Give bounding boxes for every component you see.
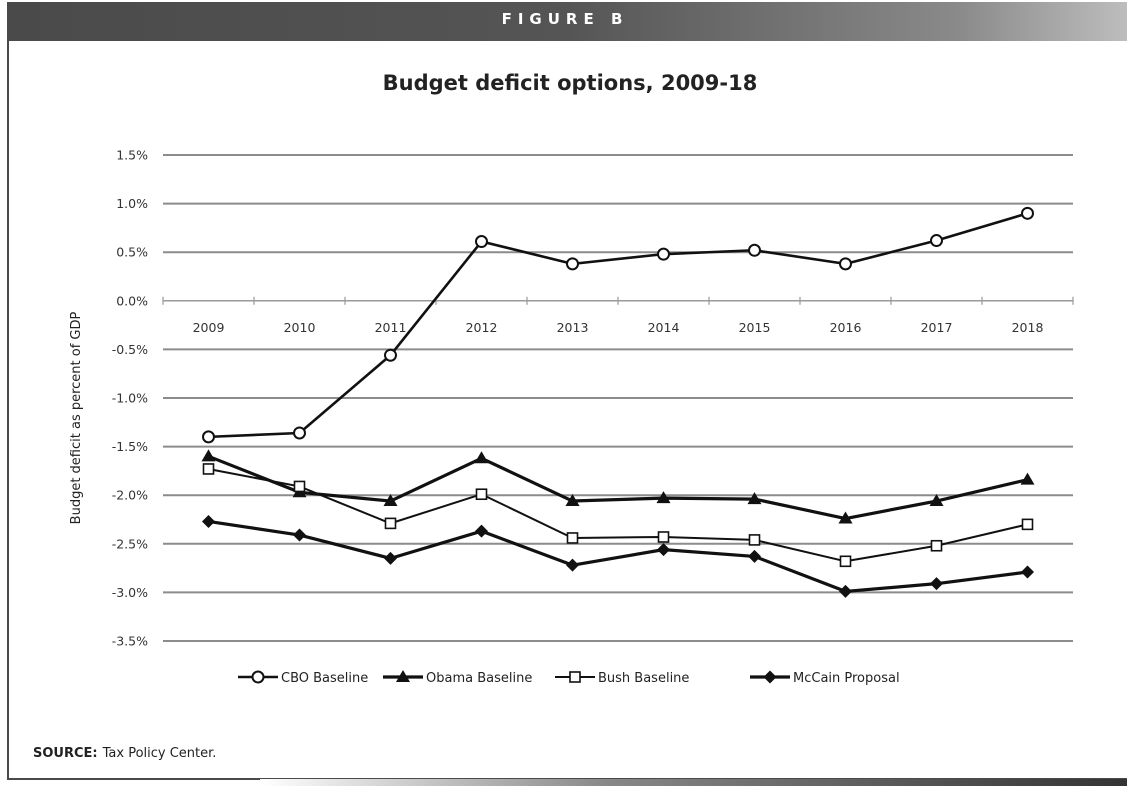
x-tick-label: 2014: [648, 320, 680, 335]
data-point: [930, 577, 943, 591]
data-point: [839, 555, 852, 568]
x-tick-label: 2009: [193, 320, 225, 335]
data-point: [748, 549, 761, 563]
legend-entry: Obama Baseline: [383, 670, 532, 686]
data-point: [293, 426, 306, 440]
data-point: [839, 257, 852, 271]
data-point: [656, 491, 671, 504]
x-tick-label: 2015: [739, 320, 771, 335]
x-axis: [162, 296, 1074, 305]
y-tick-label: 0.5%: [116, 245, 148, 260]
data-point: [293, 480, 306, 493]
data-point: [657, 247, 670, 261]
data-point: [748, 243, 761, 257]
data-point: [930, 539, 943, 552]
data-point: [475, 524, 488, 538]
x-tick-label: 2010: [284, 320, 316, 335]
data-point: [475, 488, 488, 501]
data-point: [293, 528, 306, 542]
legend-entry: McCain Proposal: [750, 670, 900, 686]
data-point: [747, 492, 762, 505]
series-line: [208, 467, 1028, 563]
y-tick-label: 0.0%: [116, 293, 148, 308]
legend-label: Bush Baseline: [598, 671, 689, 686]
y-tick-label: 1.0%: [116, 196, 148, 211]
data-point: [657, 531, 670, 543]
x-tick-label: 2016: [830, 320, 862, 335]
legend-label: McCain Proposal: [793, 671, 900, 686]
series-cbo-baseline: [202, 206, 1034, 444]
data-point: [838, 511, 853, 524]
legend-entry: Bush Baseline: [555, 671, 689, 686]
x-tick-label: 2012: [466, 320, 498, 335]
y-axis-title: Budget deficit as percent of GDP: [69, 311, 84, 524]
figure-label: FIGURE B: [501, 10, 629, 28]
data-point: [474, 451, 489, 464]
bottom-strip: [260, 779, 1127, 786]
data-point: [565, 494, 580, 507]
data-point: [384, 517, 397, 530]
series: [201, 206, 1035, 598]
data-point: [251, 670, 265, 684]
data-point: [566, 257, 579, 271]
x-tick-label: 2011: [375, 320, 407, 335]
data-point: [201, 449, 216, 462]
x-tick-label: 2017: [921, 320, 953, 335]
x-tick-label: 2013: [557, 320, 589, 335]
y-tick-label: -2.0%: [112, 488, 148, 503]
legend-entry: CBO Baseline: [238, 670, 368, 686]
data-point: [383, 494, 398, 507]
source-text: Tax Policy Center.: [102, 746, 217, 761]
data-point: [1021, 206, 1034, 220]
chart-title: Budget deficit options, 2009-18: [382, 71, 758, 95]
series-line: [207, 454, 1028, 521]
series-obama-baseline: [201, 449, 1035, 524]
data-point: [384, 348, 397, 362]
x-tick-label: 2018: [1012, 320, 1044, 335]
series-line: [208, 212, 1028, 439]
source-label: SOURCE:: [33, 746, 98, 761]
data-point: [396, 670, 410, 682]
data-point: [929, 494, 944, 507]
y-tick-label: -0.5%: [112, 342, 148, 357]
data-point: [475, 235, 488, 249]
data-point: [569, 671, 581, 683]
x-tick-labels: 2009 2010 2011 2012 2013 2014 2015 2016 2017 2018: [193, 320, 1044, 335]
legend-label: Obama Baseline: [426, 671, 532, 686]
data-point: [202, 514, 215, 528]
legend: CBO Baseline Obama Baseline Bush Baseline M…: [238, 670, 900, 686]
data-point: [763, 670, 777, 684]
data-point: [202, 463, 215, 475]
figure-header-bar: [9, 2, 1127, 41]
data-point: [566, 532, 579, 544]
data-point: [930, 234, 943, 248]
data-point: [202, 430, 215, 444]
data-point: [1020, 472, 1035, 485]
y-tick-label: -1.5%: [112, 439, 148, 454]
data-point: [1021, 565, 1034, 579]
data-point: [566, 558, 579, 572]
legend-label: CBO Baseline: [281, 671, 368, 686]
data-point: [748, 534, 761, 546]
y-tick-label: -2.5%: [112, 536, 148, 551]
y-tick-label: -1.0%: [112, 391, 148, 406]
figure-frame: [7, 2, 1127, 780]
data-point: [839, 584, 852, 598]
y-tick-label: -3.5%: [112, 634, 148, 649]
data-point: [1021, 518, 1034, 531]
y-tick-label: -3.0%: [112, 585, 148, 600]
series-mccain-proposal: [202, 514, 1034, 598]
gridlines: [163, 154, 1073, 642]
y-tick-labels: 1.5% 1.0% 0.5% 0.0% -0.5% -1.0% -1.5% -2.0% -2.5…: [112, 148, 148, 649]
data-point: [657, 543, 670, 557]
y-tick-label: 1.5%: [116, 148, 148, 163]
source-note: SOURCE: Tax Policy Center.: [33, 746, 216, 761]
series-line: [208, 519, 1028, 594]
data-point: [384, 551, 397, 565]
series-bush-baseline: [202, 463, 1034, 568]
